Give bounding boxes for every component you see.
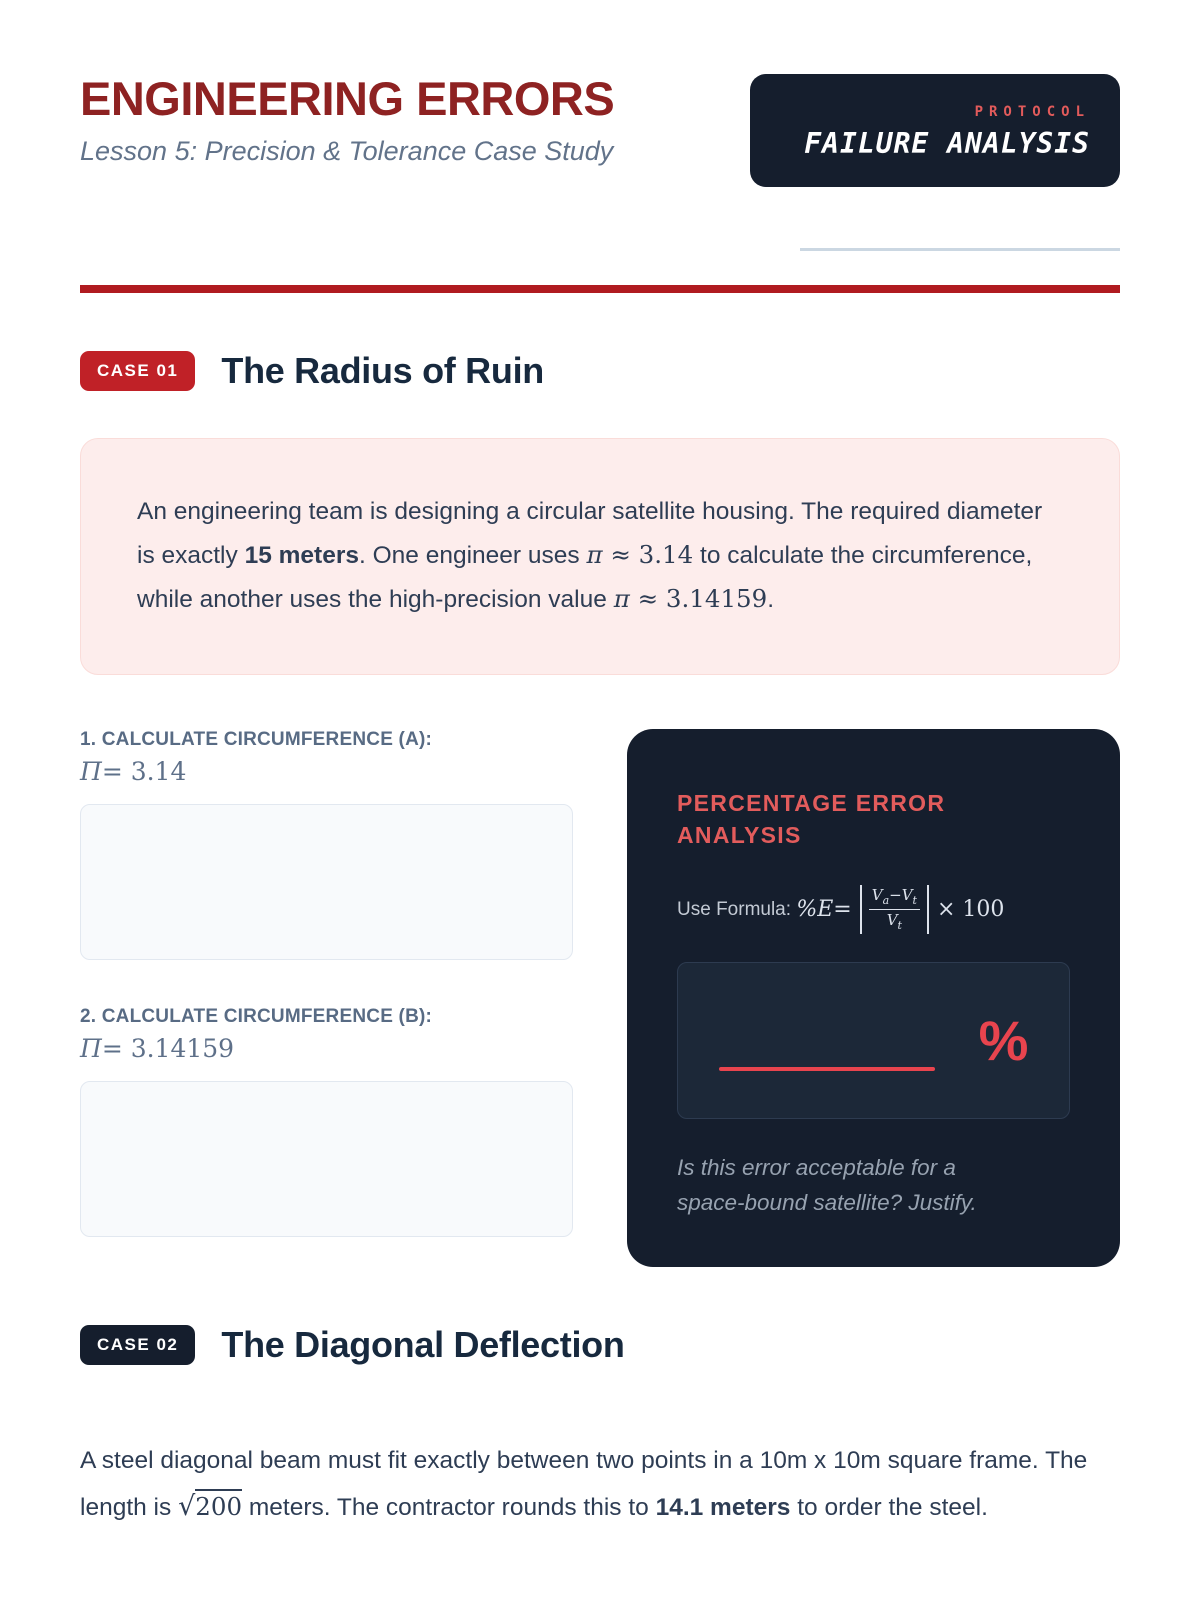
problem-text-1: An engineering team is designing a circu… xyxy=(137,498,1043,569)
radical-sign: √ xyxy=(178,1490,196,1522)
case2-problem-text: A steel diagonal beam must fit exactly b… xyxy=(80,1440,1120,1530)
panel-note: Is this error acceptable for a space-bou… xyxy=(677,1155,977,1216)
pi-symbol-low-precision: π xyxy=(586,539,603,569)
task-a: 1. CALCULATE CIRCUMFERENCE (A): Π= 3.14 xyxy=(80,729,573,960)
num-sub-t: t xyxy=(912,894,917,907)
task-b-pi-value: Π= 3.14159 xyxy=(80,1034,573,1063)
task-a-label: 1. CALCULATE CIRCUMFERENCE (A): xyxy=(80,728,433,750)
num-minus-vt: −V xyxy=(889,886,913,904)
answer-blank-line[interactable] xyxy=(718,1066,935,1071)
pi-symbol-high-precision: π xyxy=(613,583,630,613)
absolute-value-bars: Va−Vt Vt xyxy=(859,885,929,935)
protocol-eyebrow: PROTOCOL xyxy=(974,103,1090,120)
percent-error-result-box[interactable]: % xyxy=(677,962,1070,1120)
case1-problem-text: An engineering team is designing a circu… xyxy=(137,491,1063,622)
problem-bold-diameter: 15 meters xyxy=(244,541,359,569)
pi-value-high-precision: ≈ 3.14159 xyxy=(629,583,768,613)
case1-heading-row: CASE 01 The Radius of Ruin xyxy=(80,350,1120,392)
case2-title: The Diagonal Deflection xyxy=(221,1323,625,1365)
percent-sign: % xyxy=(978,1009,1029,1073)
header: ENGINEERING ERRORS Lesson 5: Precision &… xyxy=(80,0,1120,187)
formula-pe: %E xyxy=(796,897,834,923)
case2-badge: CASE 02 xyxy=(80,1324,196,1365)
task-a-pi-value: Π= 3.14 xyxy=(80,757,573,786)
case2-text-1: A steel diagonal beam must fit exactly b… xyxy=(80,1446,1088,1521)
formula-row: Use Formula: %E = Va−Vt Vt × 100 xyxy=(677,885,1070,935)
formula-math: %E = Va−Vt Vt × 100 xyxy=(796,885,1005,935)
calculation-column: 1. CALCULATE CIRCUMFERENCE (A): Π= 3.14 … xyxy=(80,729,573,1267)
work-grid: 1. CALCULATE CIRCUMFERENCE (A): Π= 3.14 … xyxy=(80,728,1120,1267)
sqrt-200: √200 xyxy=(178,1488,243,1522)
formula-times: × 100 xyxy=(936,897,1005,923)
case1-problem-box: An engineering team is designing a circu… xyxy=(80,438,1120,675)
case2-text-2: meters. The contractor rounds this to xyxy=(242,1493,656,1521)
den-vt: V xyxy=(886,911,898,930)
num-sub-a: a xyxy=(882,894,890,907)
case1-badge: CASE 01 xyxy=(80,351,196,391)
thin-divider-row xyxy=(80,248,1120,251)
page-subtitle: Lesson 5: Precision & Tolerance Case Stu… xyxy=(80,136,614,167)
formula-eq: = xyxy=(833,897,852,923)
num-va: V xyxy=(871,886,883,904)
protocol-badge: PROTOCOL FAILURE ANALYSIS xyxy=(750,74,1120,187)
task-b-label: 2. CALCULATE CIRCUMFERENCE (B): xyxy=(80,1005,433,1027)
case1-title: The Radius of Ruin xyxy=(221,350,544,391)
pi-symbol: Π xyxy=(80,1033,102,1063)
problem-text-2: . One engineer uses xyxy=(358,541,587,569)
header-titles: ENGINEERING ERRORS Lesson 5: Precision &… xyxy=(80,72,615,167)
case2-text-3: to order the steel. xyxy=(790,1493,988,1521)
error-analysis-panel: PERCENTAGE ERROR ANALYSIS Use Formula: %… xyxy=(627,728,1120,1267)
protocol-label: FAILURE ANALYSIS xyxy=(804,126,1090,160)
red-rule xyxy=(80,285,1120,293)
worksheet-page: ENGINEERING ERRORS Lesson 5: Precision &… xyxy=(80,0,1120,1530)
task-a-answer-box[interactable] xyxy=(80,803,573,960)
panel-title: PERCENTAGE ERROR ANALYSIS xyxy=(677,789,946,848)
radicand: 200 xyxy=(195,1488,243,1521)
page-title: ENGINEERING ERRORS xyxy=(80,72,615,125)
case2-bold-length: 14.1 meters xyxy=(655,1493,791,1521)
den-sub-t: t xyxy=(897,919,902,933)
fraction-denominator: Vt xyxy=(887,910,902,932)
fraction-numerator: Va−Vt xyxy=(868,886,920,911)
task-b-value: = 3.14159 xyxy=(101,1033,235,1063)
pi-value-low-precision: ≈ 3.14 xyxy=(602,539,694,569)
task-a-value: = 3.14 xyxy=(101,756,187,786)
formula-label: Use Formula: xyxy=(677,898,792,920)
thin-divider xyxy=(800,248,1120,251)
task-b: 2. CALCULATE CIRCUMFERENCE (B): Π= 3.141… xyxy=(80,1006,573,1237)
problem-text-3: to calculate the circumference, while an… xyxy=(137,541,1033,613)
pi-symbol: Π xyxy=(80,756,102,786)
task-b-answer-box[interactable] xyxy=(80,1080,573,1237)
fraction: Va−Vt Vt xyxy=(868,886,920,932)
problem-text-4: . xyxy=(767,585,775,613)
case2-heading-row: CASE 02 The Diagonal Deflection xyxy=(80,1324,1120,1366)
